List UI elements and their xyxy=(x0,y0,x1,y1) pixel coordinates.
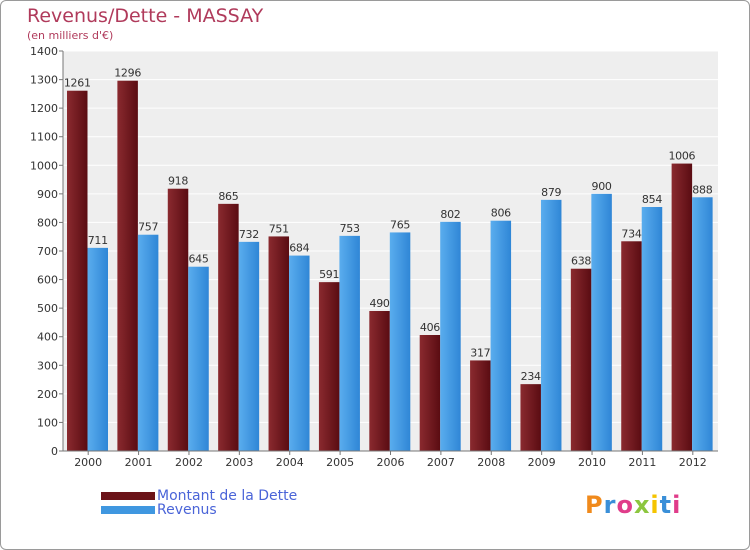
bar-revenus xyxy=(440,221,461,451)
bar-revenus xyxy=(339,235,360,451)
bar-dette xyxy=(570,268,592,451)
x-tick-label: 2011 xyxy=(628,456,656,469)
x-tick-label: 2008 xyxy=(477,456,505,469)
bar-revenus xyxy=(238,241,260,451)
bar-revenus xyxy=(540,199,562,451)
bar-revenus xyxy=(137,234,159,451)
bar-dette xyxy=(67,90,88,451)
data-label: 638 xyxy=(571,255,591,268)
x-tick-label: 2006 xyxy=(377,456,405,469)
bar-revenus xyxy=(490,220,512,451)
data-label: 645 xyxy=(188,253,208,266)
logo-letter: i xyxy=(650,491,660,519)
data-label: 751 xyxy=(269,222,289,235)
data-label: 765 xyxy=(390,218,410,231)
y-tick-label: 1400 xyxy=(30,45,58,58)
y-tick-label: 700 xyxy=(37,245,58,258)
data-label: 591 xyxy=(319,268,339,281)
bar-dette xyxy=(318,282,340,451)
chart-subtitle: (en milliers d'€) xyxy=(27,29,114,42)
y-tick-label: 200 xyxy=(37,388,58,401)
legend-swatch-revenus xyxy=(101,506,155,514)
bar-dette xyxy=(369,311,390,451)
data-label: 1006 xyxy=(668,150,695,163)
data-label: 879 xyxy=(541,186,561,199)
bar-revenus xyxy=(389,232,411,451)
y-tick-label: 400 xyxy=(37,331,58,344)
y-tick-label: 1000 xyxy=(30,159,58,172)
data-label: 1261 xyxy=(64,77,91,90)
bar-revenus xyxy=(641,207,663,451)
data-label: 711 xyxy=(88,234,108,247)
y-tick-label: 500 xyxy=(37,302,58,315)
y-tick-label: 1300 xyxy=(30,74,58,87)
logo-letter: i xyxy=(672,491,682,519)
data-label: 732 xyxy=(239,228,259,241)
x-tick-label: 2003 xyxy=(225,456,253,469)
data-label: 317 xyxy=(470,346,490,359)
logo-letter: x xyxy=(633,491,651,519)
data-label: 1296 xyxy=(114,67,141,80)
proxiti-logo: Proxiti xyxy=(585,491,681,519)
data-label: 734 xyxy=(621,227,641,240)
bar-dette xyxy=(218,203,239,451)
logo-letter: o xyxy=(616,491,634,519)
y-tick-label: 0 xyxy=(51,445,58,458)
x-tick-label: 2002 xyxy=(175,456,203,469)
x-tick-label: 2009 xyxy=(528,456,556,469)
legend-label-revenus: Revenus xyxy=(157,502,217,518)
data-label: 757 xyxy=(138,221,158,234)
bar-dette xyxy=(268,236,290,451)
data-label: 865 xyxy=(218,190,238,203)
bar-revenus xyxy=(692,197,713,451)
bar-dette xyxy=(167,188,189,451)
legend-item-revenus: Revenus xyxy=(101,502,217,518)
bar-dette xyxy=(419,335,441,451)
data-label: 918 xyxy=(168,175,188,188)
x-tick-label: 2012 xyxy=(679,456,707,469)
x-tick-label: 2010 xyxy=(578,456,606,469)
data-label: 490 xyxy=(370,297,390,310)
logo-letter: r xyxy=(603,491,617,519)
legend-item-dette: Montant de la Dette xyxy=(101,488,298,504)
bar-revenus xyxy=(188,266,209,451)
x-tick-label: 2001 xyxy=(125,456,153,469)
y-tick-label: 900 xyxy=(37,188,58,201)
data-label: 753 xyxy=(340,222,360,235)
bar-dette xyxy=(520,384,541,451)
y-tick-label: 600 xyxy=(37,274,58,287)
bar-dette xyxy=(470,360,491,451)
bar-dette xyxy=(621,241,642,451)
data-label: 900 xyxy=(592,180,612,193)
logo-letter: t xyxy=(659,491,673,519)
data-label: 854 xyxy=(642,193,662,206)
y-tick-label: 300 xyxy=(37,359,58,372)
legend-label-dette: Montant de la Dette xyxy=(157,488,298,504)
bar-dette xyxy=(117,80,138,451)
data-label: 802 xyxy=(440,208,460,221)
bar-revenus xyxy=(289,255,310,451)
data-label: 684 xyxy=(289,242,309,255)
data-label: 888 xyxy=(692,183,712,196)
bar-revenus xyxy=(87,247,108,451)
x-tick-label: 2007 xyxy=(427,456,455,469)
chart-title: Revenus/Dette - MASSAY xyxy=(27,5,264,27)
x-tick-label: 2004 xyxy=(276,456,304,469)
data-label: 806 xyxy=(491,207,511,220)
y-tick-label: 1200 xyxy=(30,102,58,115)
x-tick-label: 2000 xyxy=(74,456,102,469)
legend-swatch-dette xyxy=(101,492,155,500)
logo-letter: P xyxy=(585,491,604,519)
y-tick-label: 1100 xyxy=(30,131,58,144)
bar-revenus xyxy=(591,193,612,451)
y-tick-label: 100 xyxy=(37,416,58,429)
data-label: 406 xyxy=(420,321,440,334)
bar-dette xyxy=(671,163,693,452)
x-tick-label: 2005 xyxy=(326,456,354,469)
y-tick-label: 800 xyxy=(37,216,58,229)
data-label: 234 xyxy=(521,370,541,383)
